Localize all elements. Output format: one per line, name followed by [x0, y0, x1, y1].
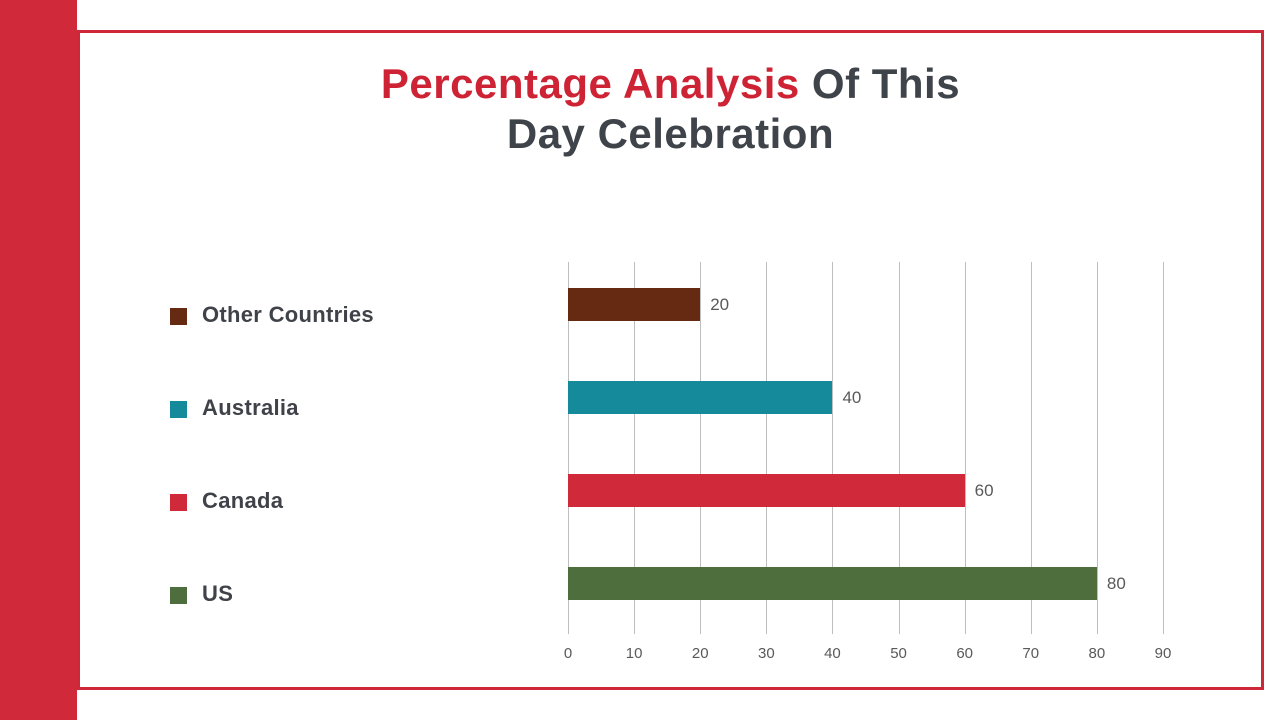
x-tick-label: 90 [1154, 645, 1172, 662]
legend-swatch [170, 494, 187, 511]
left-accent-bar [0, 0, 77, 720]
x-tick-label: 40 [824, 645, 841, 662]
bar-value-label: 60 [974, 480, 994, 500]
gridline [766, 262, 768, 634]
content-frame: Percentage Analysis Of This Day Celebrat… [77, 30, 1264, 690]
x-tick-label: 30 [757, 645, 775, 662]
bar [568, 287, 701, 321]
legend-swatch [170, 308, 187, 325]
legend-label: Australia [202, 395, 299, 420]
x-tick-label: 70 [1022, 645, 1040, 662]
gridline [1163, 262, 1164, 634]
gridline [634, 262, 636, 634]
title-accent-text: Percentage Analysis [380, 60, 800, 107]
legend-label: Other Countries [202, 302, 374, 327]
title-line-2: Day Celebration [506, 110, 835, 157]
title-line-1: Percentage Analysis Of This [80, 59, 1261, 109]
legend-swatch [170, 401, 187, 418]
bar-value-label: 40 [842, 387, 862, 407]
bar [568, 473, 965, 507]
x-tick-label: 20 [691, 645, 709, 662]
gridline [1096, 262, 1098, 634]
bar-chart: 0 10 20 30 40 50 60 70 80 90 Other Countries 20 Aust… [80, 33, 1261, 687]
bar-value-label: 20 [710, 294, 730, 314]
gridline [700, 262, 702, 634]
page-title: Percentage Analysis Of This Day Celebrat… [80, 59, 1261, 159]
x-tick-label: 60 [956, 645, 973, 662]
bar-value-label: 80 [1106, 573, 1126, 593]
gridline [964, 262, 966, 634]
gridline [1030, 262, 1032, 634]
bar [568, 566, 1097, 600]
x-tick-label: 80 [1088, 645, 1106, 662]
x-tick-label: 50 [890, 645, 907, 662]
bar [568, 380, 833, 414]
gridline [898, 262, 900, 634]
title-rest-text: Of This [811, 60, 961, 107]
gridline [568, 262, 569, 634]
x-tick-label: 0 [563, 645, 573, 662]
legend-swatch [170, 587, 187, 604]
legend-label: US [202, 581, 234, 606]
legend-label: Canada [202, 488, 284, 513]
gridline [832, 262, 834, 634]
x-tick-label: 10 [625, 645, 643, 662]
